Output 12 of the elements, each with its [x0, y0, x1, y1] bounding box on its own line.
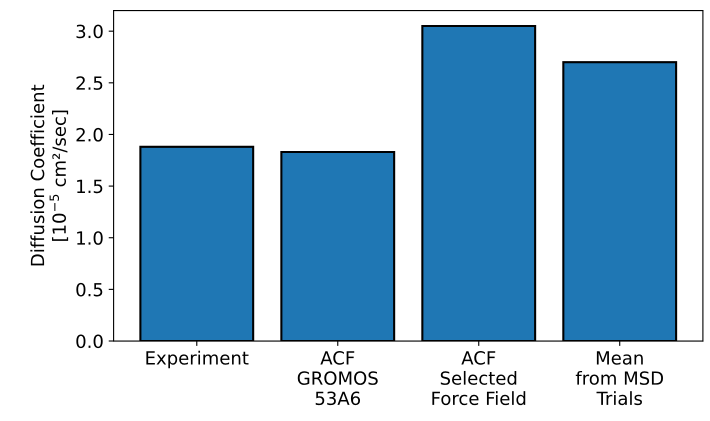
y-tick-label: 3.0 [76, 24, 103, 38]
y-tick-label: 0.0 [76, 334, 103, 348]
y-tick-label: 1.0 [77, 231, 103, 245]
x-tick-label: ACF Selected Force Field [432, 351, 526, 406]
x-tick-label: Experiment [146, 350, 249, 368]
x-tick-label: Mean from MSD Trials [576, 351, 663, 406]
y-tick-label: 2.5 [76, 76, 102, 90]
y-axis-title: Diffusion Coefficient [10$^{−5}$ cm²/sec] [30, 84, 68, 266]
x-tick-label: ACF GROMOS 53A6 [298, 351, 378, 406]
y-tick-label: 1.5 [77, 180, 102, 194]
y-tick-label: 2.0 [76, 128, 103, 142]
y-tick-label: 0.5 [76, 282, 102, 296]
